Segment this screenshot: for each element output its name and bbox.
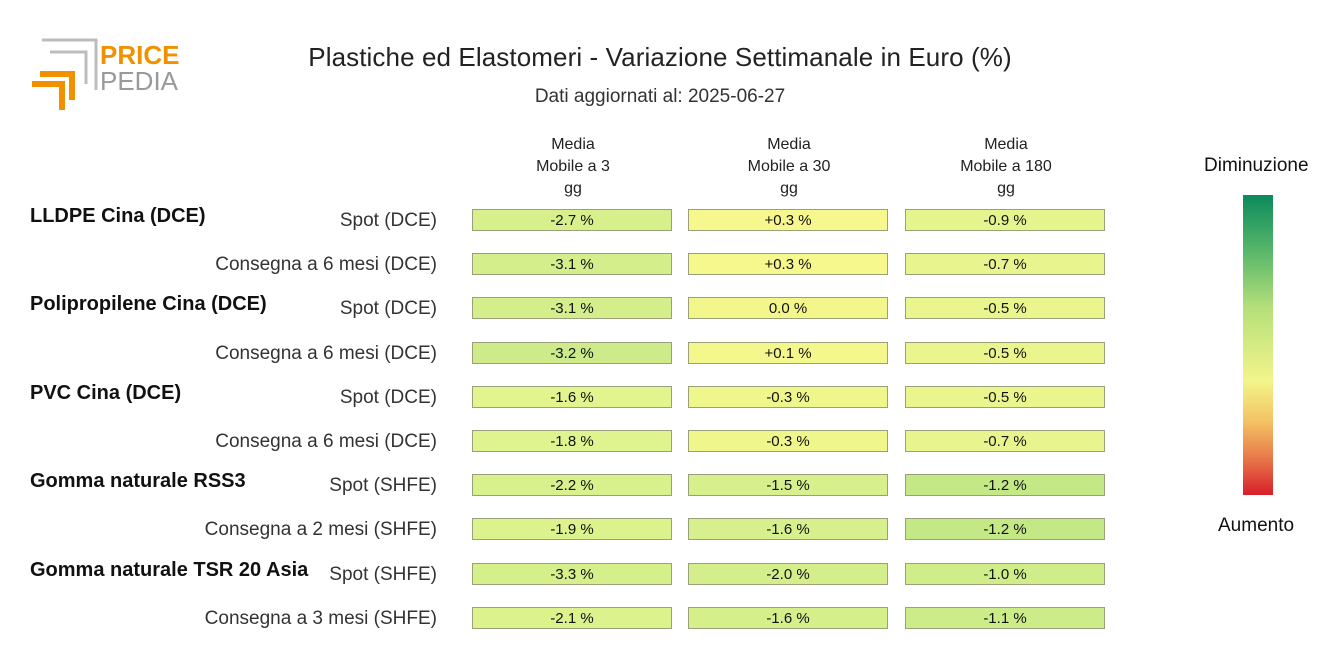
value-cell: -2.1 %	[472, 606, 672, 629]
row-label: Consegna a 2 mesi (SHFE)	[204, 519, 437, 541]
value-cell: -3.3 %	[472, 562, 672, 585]
value-cell: -1.2 %	[905, 474, 1105, 497]
column-header-line: Mobile a 180	[960, 158, 1052, 175]
group-label: Gomma naturale RSS3	[30, 470, 246, 493]
row-label: Spot (SHFE)	[329, 475, 437, 497]
value-cell: -0.5 %	[905, 385, 1105, 408]
value-cell: -0.3 %	[688, 385, 888, 408]
column-header-line: gg	[564, 180, 582, 197]
value-cell: 0.0 %	[688, 297, 888, 320]
value-cell: -1.0 %	[905, 562, 1105, 585]
value-cell: -0.3 %	[688, 430, 888, 452]
legend-colorbar	[1243, 195, 1273, 495]
row-label: Spot (DCE)	[339, 298, 437, 320]
row-label: Spot (SHFE)	[329, 563, 437, 585]
column-header-line: Media	[767, 136, 811, 153]
column-header-line: gg	[780, 180, 798, 197]
value-cell: +0.1 %	[688, 341, 888, 364]
group-label: Polipropilene Cina (DCE)	[30, 293, 267, 316]
row-label: Spot (DCE)	[339, 386, 437, 408]
value-cell: -0.7 %	[905, 430, 1105, 452]
value-cell: -0.5 %	[905, 297, 1105, 320]
value-cell: -1.8 %	[472, 430, 672, 452]
column-header-line: Media	[551, 136, 595, 153]
value-cell: -1.6 %	[688, 606, 888, 629]
group-label: PVC Cina (DCE)	[30, 381, 182, 404]
value-cell: -1.6 %	[688, 518, 888, 541]
column-header: Media Mobile a 30 gg	[688, 134, 890, 200]
row-label: Consegna a 6 mesi (DCE)	[215, 254, 437, 276]
group-label: LLDPE Cina (DCE)	[30, 205, 206, 227]
value-cell: -1.1 %	[905, 606, 1105, 629]
value-cell: -0.7 %	[905, 253, 1105, 276]
legend-bottom-label: Aumento	[1218, 515, 1295, 536]
value-cell: -3.1 %	[472, 297, 672, 320]
chart-subtitle: Dati aggiornati al: 2025-06-27	[534, 86, 786, 107]
column-header: Media Mobile a 180 gg	[905, 134, 1107, 200]
value-cell: -1.9 %	[472, 518, 672, 541]
value-cell: -2.2 %	[472, 474, 672, 497]
row-label: Spot (DCE)	[339, 210, 437, 231]
logo-word-price: PRICE	[100, 40, 179, 70]
value-cell: +0.3 %	[688, 253, 888, 276]
column-header-line: Mobile a 30	[747, 158, 831, 175]
value-cell: -3.2 %	[472, 341, 672, 364]
row-label: Consegna a 3 mesi (SHFE)	[204, 607, 437, 629]
value-cell: -0.5 %	[905, 341, 1105, 364]
value-cell: -2.7 %	[472, 209, 672, 231]
value-cell: +0.3 %	[688, 209, 888, 231]
column-header: Media Mobile a 3 gg	[472, 134, 674, 200]
column-header-line: Mobile a 3	[536, 158, 610, 175]
value-cell: -0.9 %	[905, 209, 1105, 231]
value-cell: -3.1 %	[472, 253, 672, 276]
group-label: Gomma naturale TSR 20 Asia	[30, 558, 309, 581]
value-cell: -2.0 %	[688, 562, 888, 585]
column-header-line: gg	[997, 180, 1015, 197]
value-cell: -1.5 %	[688, 474, 888, 497]
value-cell: -1.6 %	[472, 385, 672, 408]
column-header-line: Media	[984, 136, 1028, 153]
pricepedia-logo: PRICE PEDIA	[32, 38, 179, 110]
row-label: Consegna a 6 mesi (DCE)	[215, 431, 437, 452]
chart-title: Plastiche ed Elastomeri - Variazione Set…	[308, 42, 1012, 72]
legend-top-label: Diminuzione	[1204, 155, 1309, 176]
value-cell: -1.2 %	[905, 518, 1105, 541]
row-label: Consegna a 6 mesi (DCE)	[215, 342, 437, 364]
logo-word-pedia: PEDIA	[100, 66, 179, 96]
